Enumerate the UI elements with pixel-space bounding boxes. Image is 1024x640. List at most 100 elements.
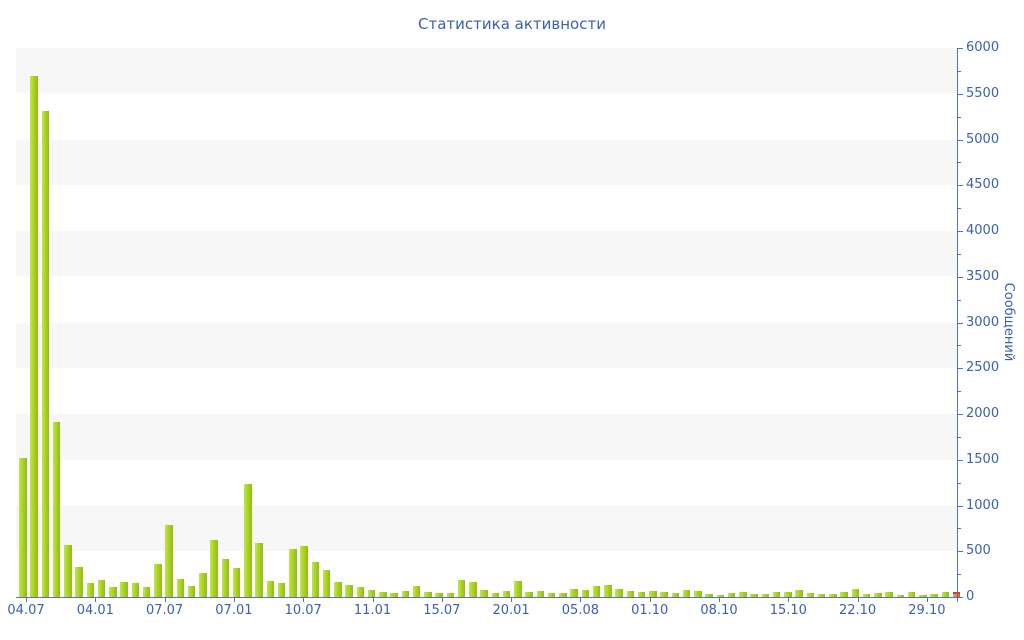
x-tick-label: 29.10 <box>908 603 946 618</box>
bar <box>604 585 612 597</box>
bar <box>716 594 724 597</box>
y-tick-label: 1000 <box>966 497 1000 513</box>
bar <box>750 593 758 597</box>
bar <box>244 484 252 597</box>
x-tick-label: 07.01 <box>215 603 253 618</box>
y-minor-tick <box>957 253 961 255</box>
bar <box>637 591 646 597</box>
y-axis-line <box>957 48 958 602</box>
y-tick-label: 1500 <box>966 451 1000 467</box>
bar <box>187 586 196 597</box>
x-tick <box>788 598 790 602</box>
x-tick <box>857 598 859 602</box>
bar <box>772 591 781 597</box>
x-tick <box>233 598 235 602</box>
bar <box>120 581 128 597</box>
bar <box>525 591 533 597</box>
bar <box>514 580 522 597</box>
y-major-tick <box>957 505 963 507</box>
y-major-tick <box>957 551 963 553</box>
bar <box>412 586 421 597</box>
y-minor-tick <box>957 208 961 210</box>
bar <box>154 564 162 597</box>
bar <box>300 545 308 597</box>
y-tick-label: 6000 <box>966 40 1000 55</box>
bar <box>52 422 61 597</box>
y-major-tick <box>957 414 963 415</box>
y-minor-tick <box>957 116 961 118</box>
bar <box>615 589 623 597</box>
plot-area <box>16 48 961 597</box>
x-tick <box>926 598 928 602</box>
x-tick <box>95 598 97 602</box>
x-tick-label: 04.07 <box>7 603 45 618</box>
bar <box>390 593 398 597</box>
bar <box>896 595 904 597</box>
bar <box>165 524 173 597</box>
y-minor-tick <box>957 162 961 164</box>
bars-container <box>16 48 961 597</box>
bar <box>142 586 151 597</box>
bar <box>907 591 916 597</box>
bar <box>109 586 117 597</box>
x-tick <box>303 598 305 602</box>
bar <box>379 591 387 597</box>
bar <box>941 591 949 597</box>
bar <box>682 589 691 597</box>
bar <box>671 593 679 597</box>
bar <box>322 570 331 597</box>
bar <box>570 588 578 597</box>
bar <box>356 587 364 597</box>
bar <box>829 593 837 597</box>
bar <box>885 592 893 597</box>
bar <box>19 457 27 597</box>
x-axis-line <box>16 597 958 598</box>
y-tick-label: 5000 <box>966 131 1000 147</box>
bar <box>862 594 871 597</box>
y-minor-tick <box>957 391 961 393</box>
y-tick-label: 4500 <box>966 177 1000 193</box>
bar <box>86 582 94 597</box>
bar <box>536 590 544 597</box>
x-tick-label: 15.07 <box>423 603 461 618</box>
y-minor-tick <box>957 345 961 347</box>
x-tick-label: 11.01 <box>353 603 392 618</box>
chart-title: Статистика активности <box>418 15 606 33</box>
bar <box>221 558 229 597</box>
y-tick-label: 3000 <box>966 314 1000 330</box>
y-major-tick <box>957 597 963 598</box>
y-major-tick <box>957 48 963 49</box>
bar <box>210 539 218 597</box>
y-major-tick <box>957 322 963 324</box>
bar <box>424 591 432 597</box>
bar <box>131 582 139 597</box>
x-tick <box>580 598 582 602</box>
y-major-tick <box>957 139 963 141</box>
bar <box>649 591 657 597</box>
y-tick-label: 5500 <box>966 85 1000 101</box>
bar <box>176 578 184 597</box>
bar <box>199 572 207 597</box>
y-minor-tick <box>957 436 961 438</box>
y-tick-label: 4000 <box>966 223 1000 238</box>
bar <box>806 592 814 597</box>
bar <box>345 585 353 597</box>
x-tick <box>441 598 443 602</box>
bar <box>480 590 488 597</box>
bar <box>581 589 589 597</box>
y-major-tick <box>957 276 963 278</box>
x-tick <box>26 598 27 602</box>
bar <box>41 111 49 597</box>
bar <box>761 594 769 597</box>
y-tick-label: 3500 <box>966 268 1000 284</box>
bar <box>469 582 477 597</box>
bar-current-period <box>952 592 961 597</box>
bar <box>435 593 443 597</box>
bar <box>75 566 83 597</box>
x-tick-label: 04.01 <box>76 603 114 618</box>
bar <box>401 590 409 597</box>
y-tick-label: 500 <box>966 543 991 559</box>
bar <box>705 594 713 597</box>
y-tick-label: 2000 <box>966 406 1000 421</box>
bar <box>457 579 466 597</box>
